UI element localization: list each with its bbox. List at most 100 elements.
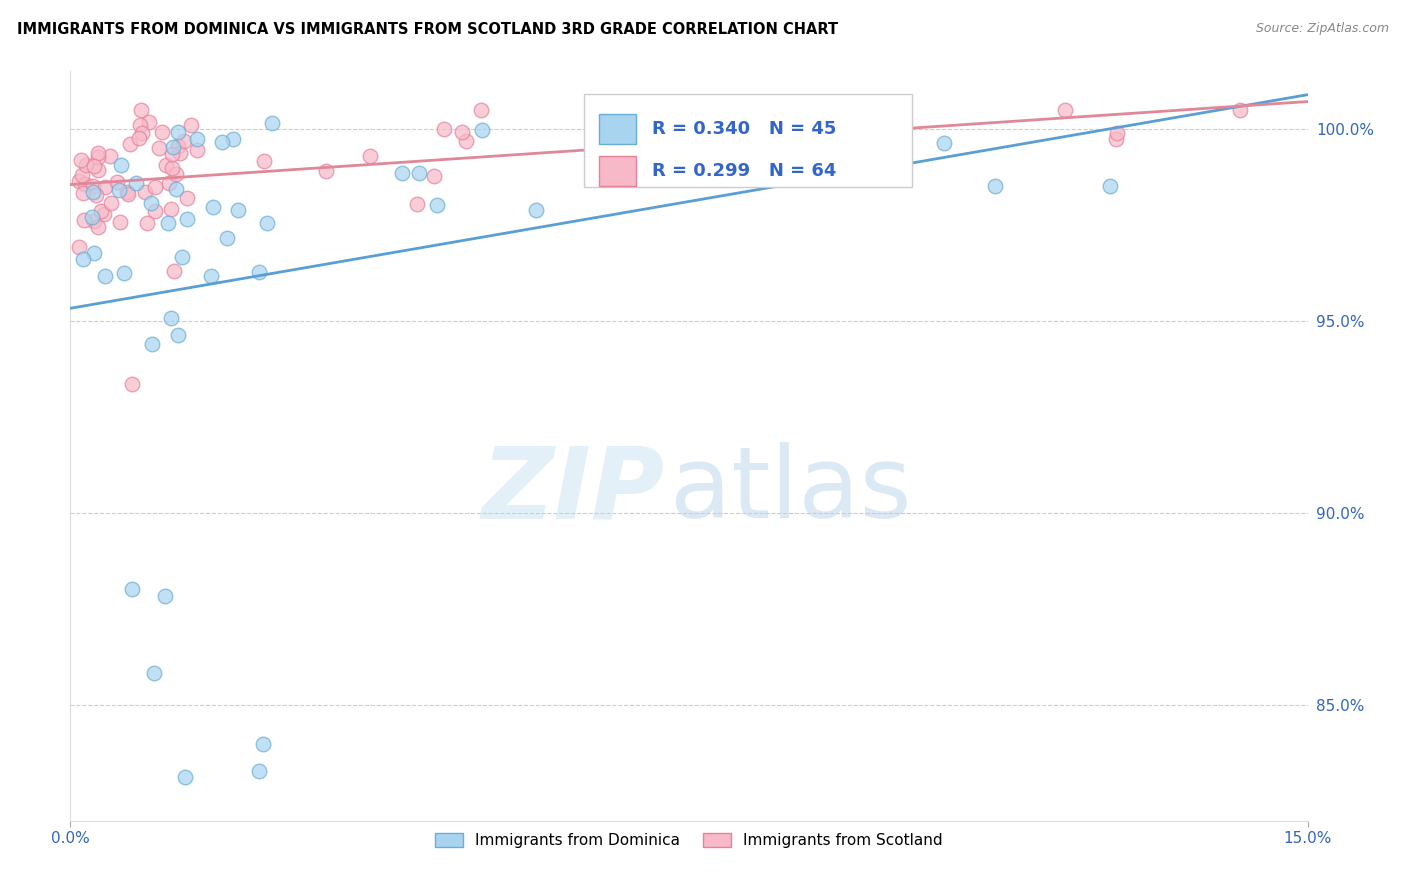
Text: IMMIGRANTS FROM DOMINICA VS IMMIGRANTS FROM SCOTLAND 3RD GRADE CORRELATION CHART: IMMIGRANTS FROM DOMINICA VS IMMIGRANTS F… [17, 22, 838, 37]
Point [84, 187, 107, 202]
Point [1107, 127, 1129, 141]
Point [72, 252, 94, 267]
Point [98, 149, 121, 163]
Point [135, 217, 157, 231]
Point [138, 115, 160, 129]
Point [226, 202, 249, 217]
Text: atlas: atlas [671, 442, 912, 540]
Point [200, 269, 222, 284]
Point [121, 377, 143, 392]
Point [433, 122, 456, 136]
Point [143, 203, 166, 218]
Point [72, 168, 94, 182]
Point [222, 132, 245, 146]
Point [108, 184, 131, 198]
Point [150, 125, 173, 139]
Point [110, 215, 132, 229]
Point [1054, 103, 1077, 117]
Point [165, 182, 187, 196]
Point [75, 158, 97, 172]
Point [69, 240, 91, 254]
Point [157, 216, 180, 230]
Point [471, 123, 494, 137]
Point [139, 196, 162, 211]
Point [202, 201, 225, 215]
Point [83, 159, 105, 173]
Point [645, 165, 668, 179]
Point [162, 140, 184, 154]
Point [166, 125, 188, 139]
Point [176, 191, 198, 205]
Point [169, 146, 191, 161]
Point [180, 119, 202, 133]
Point [110, 158, 132, 172]
Point [93, 207, 115, 221]
Point [165, 167, 187, 181]
Point [252, 738, 274, 752]
Text: R = 0.299   N = 64: R = 0.299 N = 64 [652, 161, 837, 179]
Point [86, 146, 108, 161]
Point [143, 180, 166, 194]
Point [247, 265, 270, 279]
Point [118, 136, 141, 151]
Point [80, 210, 103, 224]
Point [247, 764, 270, 778]
Point [1105, 132, 1128, 146]
Point [984, 178, 1007, 193]
Point [141, 336, 163, 351]
Point [470, 103, 492, 117]
Point [391, 166, 413, 180]
Point [155, 589, 177, 603]
FancyBboxPatch shape [583, 94, 911, 187]
Point [112, 266, 135, 280]
Point [163, 264, 186, 278]
Point [166, 139, 188, 153]
Point [1229, 103, 1251, 117]
Point [614, 131, 637, 145]
Point [211, 135, 233, 149]
Point [256, 216, 278, 230]
Point [131, 126, 153, 140]
Point [82, 185, 104, 199]
Point [315, 164, 337, 178]
Point [105, 175, 128, 189]
Point [159, 202, 181, 216]
Point [253, 153, 276, 168]
Point [217, 230, 239, 244]
Point [87, 163, 110, 178]
Point [160, 147, 183, 161]
FancyBboxPatch shape [599, 114, 636, 145]
Point [129, 103, 152, 117]
Point [100, 195, 122, 210]
Point [70, 153, 93, 168]
Point [157, 176, 180, 190]
Point [129, 118, 152, 132]
Point [172, 250, 194, 264]
Point [932, 136, 955, 150]
Point [359, 148, 381, 162]
Point [124, 176, 146, 190]
Point [1098, 179, 1121, 194]
Text: ZIP: ZIP [481, 442, 664, 540]
Point [160, 311, 183, 326]
Point [128, 130, 150, 145]
Point [94, 180, 117, 194]
Point [155, 158, 177, 172]
Point [148, 141, 170, 155]
Point [426, 198, 449, 212]
Point [73, 212, 96, 227]
Point [186, 132, 208, 146]
Point [174, 770, 197, 784]
Point [423, 169, 446, 183]
Point [115, 185, 138, 199]
Point [82, 179, 104, 194]
Point [72, 186, 94, 200]
Point [524, 202, 547, 217]
Legend: Immigrants from Dominica, Immigrants from Scotland: Immigrants from Dominica, Immigrants fro… [429, 827, 949, 855]
Point [143, 666, 166, 681]
Point [160, 161, 183, 176]
Point [262, 116, 284, 130]
Point [90, 204, 112, 219]
Point [121, 582, 143, 597]
Point [454, 134, 477, 148]
